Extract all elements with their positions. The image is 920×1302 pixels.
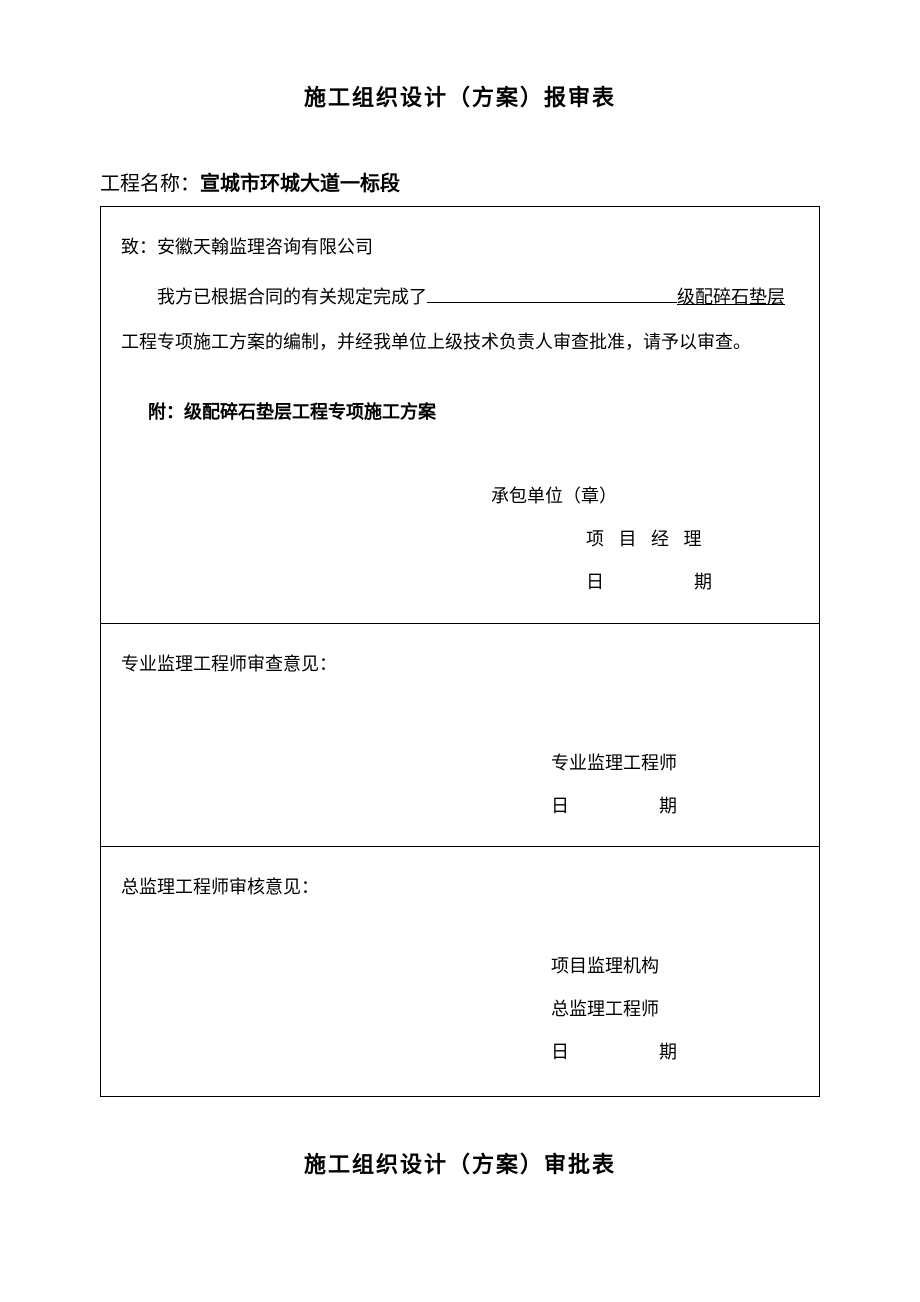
- blank-underline: [427, 285, 677, 303]
- body-line1: 我方已根据合同的有关规定完成了 级配碎石垫层: [121, 275, 785, 320]
- sig-date-2: 日 期: [551, 785, 799, 828]
- signature-block-2: 专业监理工程师 日 期: [121, 742, 799, 828]
- contractor-section: 致：安徽天翰监理咨询有限公司 我方已根据合同的有关规定完成了 级配碎石垫层 工程专…: [101, 207, 820, 624]
- sig-org: 项目监理机构: [551, 945, 799, 988]
- underlined-text: 级配碎石垫层: [677, 287, 785, 307]
- sig-pm: 项 目 经 理: [491, 518, 799, 561]
- body-part2: 工程专项施工方案的编制，并经我单位上级技术负责人审查批准，请予以审查。: [121, 332, 751, 352]
- project-label: 工程名称：: [100, 173, 200, 195]
- supervisor-review-label: 专业监理工程师审查意见：: [121, 642, 799, 687]
- body-part1: 我方已根据合同的有关规定完成了: [157, 287, 427, 307]
- chief-supervisor-section: 总监理工程师审核意见： 项目监理机构 总监理工程师 日 期: [101, 846, 820, 1096]
- project-name-line: 工程名称：宣城市环城大道一标段: [100, 167, 820, 196]
- sig-contractor: 承包单位（章）: [491, 475, 799, 518]
- signature-block-1: 承包单位（章） 项 目 经 理 日 期: [121, 475, 799, 605]
- sig-date-3: 日 期: [551, 1031, 799, 1074]
- sig-chief-engineer: 总监理工程师: [551, 988, 799, 1031]
- attachment-line: 附：级配碎石垫层工程专项施工方案: [121, 390, 799, 435]
- chief-review-label: 总监理工程师审核意见：: [121, 865, 799, 910]
- supervisor-section: 专业监理工程师审查意见： 专业监理工程师 日 期: [101, 623, 820, 846]
- form-table: 致：安徽天翰监理咨询有限公司 我方已根据合同的有关规定完成了 级配碎石垫层 工程专…: [100, 206, 820, 1097]
- sig-engineer: 专业监理工程师: [551, 742, 799, 785]
- signature-block-3: 项目监理机构 总监理工程师 日 期: [121, 945, 799, 1075]
- body-text: 我方已根据合同的有关规定完成了 级配碎石垫层 工程专项施工方案的编制，并经我单位上…: [121, 275, 799, 365]
- addressee: 致：安徽天翰监理咨询有限公司: [121, 225, 799, 270]
- form-title-2: 施工组织设计（方案）审批表: [100, 1147, 820, 1179]
- sig-date-1: 日 期: [491, 561, 799, 604]
- form-title-1: 施工组织设计（方案）报审表: [100, 80, 820, 112]
- project-value: 宣城市环城大道一标段: [200, 173, 400, 195]
